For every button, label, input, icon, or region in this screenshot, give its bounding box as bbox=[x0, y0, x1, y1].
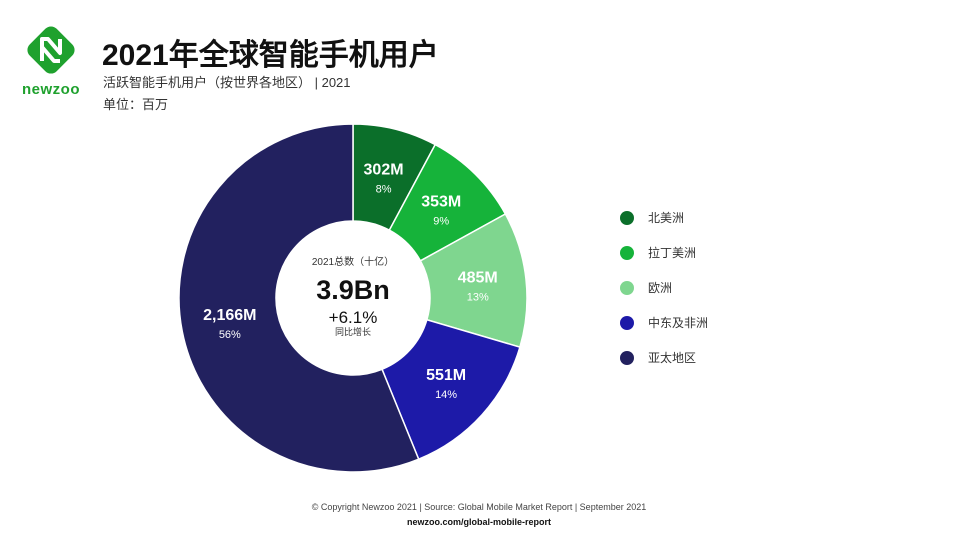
center-growth: +6.1% bbox=[329, 308, 378, 327]
slice-value-label: 551M bbox=[426, 367, 466, 384]
page-title: 2021年全球智能手机用户 bbox=[102, 39, 439, 72]
newzoo-logo: newzoo bbox=[18, 20, 84, 98]
legend-item: 中东及非洲 bbox=[620, 305, 708, 340]
slice-percent-label: 13% bbox=[467, 291, 489, 303]
slice-value-label: 353M bbox=[421, 194, 461, 211]
donut-slice bbox=[381, 318, 521, 461]
center-total: 3.9Bn bbox=[316, 275, 390, 305]
unit-label: 单位：百万 bbox=[103, 97, 169, 112]
legend-item: 北美洲 bbox=[620, 200, 708, 235]
legend-label: 拉丁美洲 bbox=[648, 246, 697, 260]
footer-copyright: © Copyright Newzoo 2021 | Source: Global… bbox=[311, 502, 647, 512]
legend-label: 欧洲 bbox=[648, 281, 673, 295]
slice-percent-label: 9% bbox=[433, 216, 449, 228]
newzoo-logo-icon bbox=[27, 26, 75, 74]
legend-label: 中东及非洲 bbox=[648, 316, 709, 330]
logo-diamond bbox=[27, 26, 75, 74]
chart-legend: 北美洲拉丁美洲欧洲中东及非洲亚太地区 bbox=[620, 200, 708, 375]
page-subtitle: 活跃智能手机用户（按世界各地区） | 2021 bbox=[103, 75, 351, 90]
slice-value-label: 485M bbox=[458, 269, 498, 286]
slice-percent-label: 14% bbox=[435, 389, 457, 401]
legend-swatch bbox=[620, 245, 634, 260]
legend-label: 北美洲 bbox=[648, 211, 685, 225]
slice-percent-label: 8% bbox=[376, 183, 392, 195]
footer-url[interactable]: newzoo.com/global-mobile-report bbox=[406, 517, 551, 527]
slice-value-label: 302M bbox=[364, 161, 404, 178]
donut-slice bbox=[178, 123, 420, 473]
legend-item: 欧洲 bbox=[620, 270, 708, 305]
legend-swatch bbox=[620, 210, 634, 225]
slice-value-label: 2,166M bbox=[203, 307, 256, 324]
logo-mark bbox=[40, 37, 62, 63]
legend-label: 亚太地区 bbox=[648, 351, 697, 365]
legend-swatch bbox=[620, 280, 634, 295]
legend-swatch bbox=[620, 350, 634, 365]
center-growth-caption: 同比增长 bbox=[335, 326, 371, 337]
logo-wordmark: newzoo bbox=[22, 81, 80, 98]
legend-item: 亚太地区 bbox=[620, 340, 708, 375]
center-caption: 2021总数（十亿） bbox=[312, 255, 394, 268]
legend-item: 拉丁美洲 bbox=[620, 235, 708, 270]
legend-swatch bbox=[620, 315, 634, 330]
slice-percent-label: 56% bbox=[219, 329, 241, 341]
